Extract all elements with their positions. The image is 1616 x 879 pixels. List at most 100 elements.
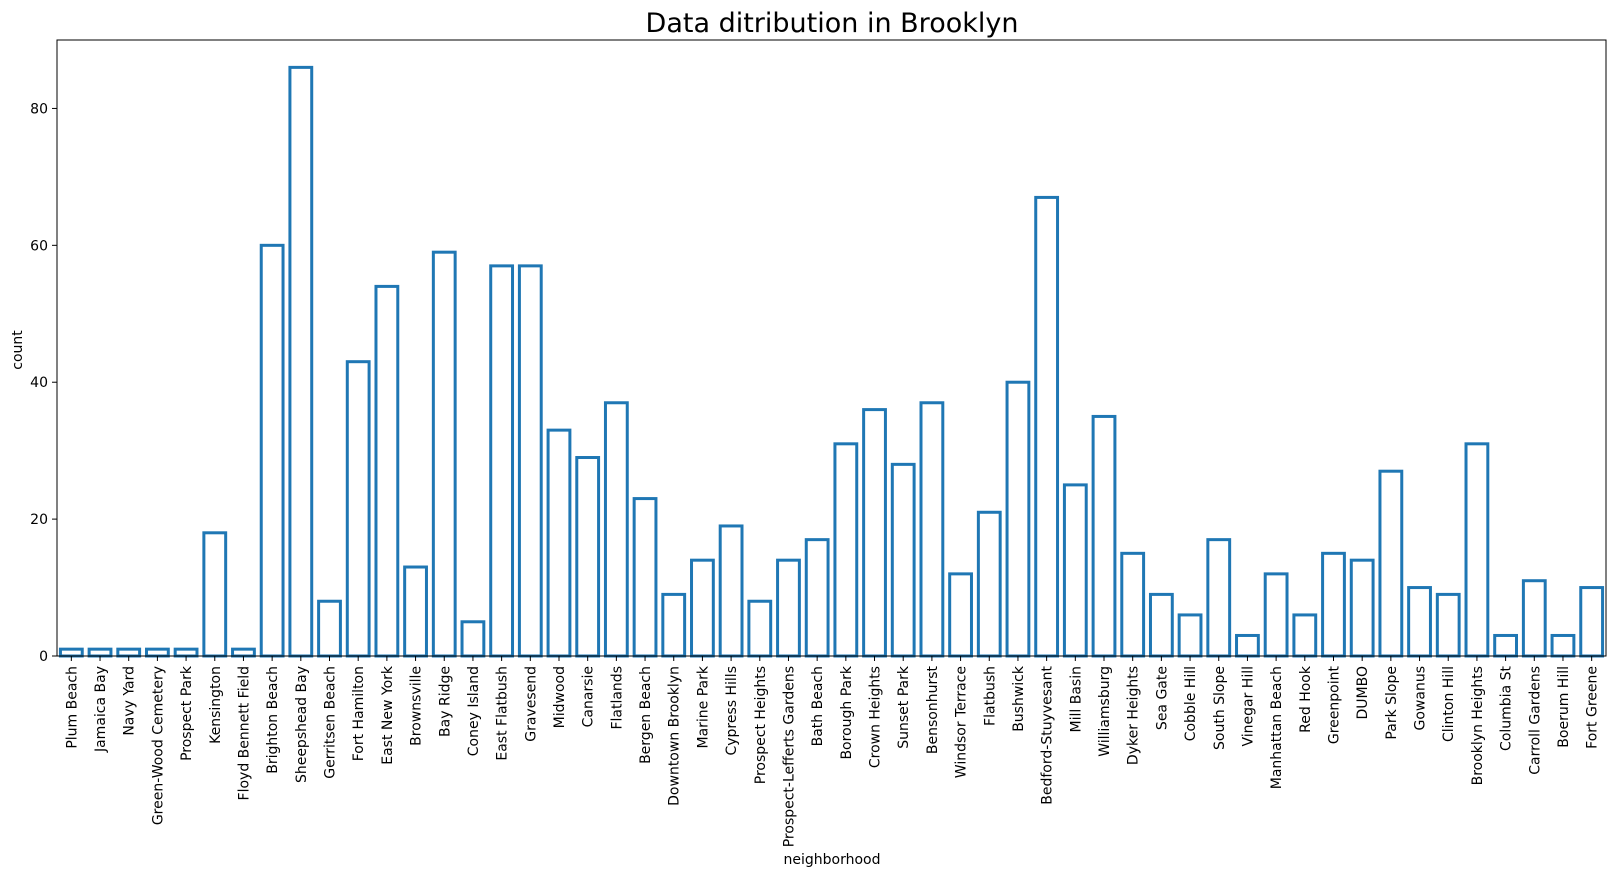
bar bbox=[1034, 195, 1060, 658]
x-tick-label: Bushwick bbox=[1011, 665, 1027, 732]
bar bbox=[1263, 572, 1289, 658]
bar bbox=[948, 572, 973, 658]
x-tick-label: Greenpoint bbox=[1326, 665, 1342, 744]
bar bbox=[317, 599, 342, 658]
bar bbox=[517, 264, 543, 658]
y-tick-label: 40 bbox=[30, 375, 48, 391]
x-tick-label: Brooklyn Heights bbox=[1470, 666, 1486, 785]
x-tick-label: Prospect Park bbox=[179, 665, 195, 761]
x-tick-label: East Flatbush bbox=[495, 666, 511, 761]
x-tick-label: Mill Basin bbox=[1068, 666, 1084, 732]
bar bbox=[1521, 579, 1547, 658]
bar bbox=[1407, 586, 1432, 658]
bars-layer bbox=[58, 65, 1605, 658]
x-tick-label: Green-Wood Cemetery bbox=[150, 666, 166, 825]
y-tick-label: 0 bbox=[39, 649, 48, 665]
bar bbox=[1579, 586, 1605, 658]
x-tick-label: Vinegar Hill bbox=[1240, 666, 1256, 747]
x-tick-label: Fort Hamilton bbox=[351, 666, 367, 761]
x-tick-label: Navy Yard bbox=[122, 666, 138, 736]
bar bbox=[1493, 633, 1518, 658]
x-tick-label: Clinton Hill bbox=[1441, 666, 1457, 742]
bar bbox=[603, 401, 629, 658]
bar bbox=[1062, 483, 1088, 658]
x-tick-label: Bergen Beach bbox=[638, 666, 654, 764]
x-tick-label: Cypress Hills bbox=[724, 666, 740, 756]
bar bbox=[1550, 633, 1576, 658]
bar bbox=[1005, 380, 1031, 658]
bar bbox=[431, 250, 457, 658]
bar bbox=[1464, 442, 1490, 658]
x-tick-label: Midwood bbox=[552, 666, 568, 728]
bar bbox=[1206, 538, 1232, 658]
bar bbox=[58, 647, 84, 658]
chart-title: Data ditribution in Brooklyn bbox=[646, 8, 1019, 39]
x-tick-label: Sea Gate bbox=[1154, 666, 1170, 730]
x-tick-label: Prospect Heights bbox=[753, 666, 769, 784]
x-tick-label: Bensonhurst bbox=[925, 665, 941, 754]
bar bbox=[374, 284, 400, 658]
x-tick-label: Bay Ridge bbox=[437, 666, 453, 737]
x-tick-label: South Slope bbox=[1212, 666, 1228, 750]
bar bbox=[718, 524, 744, 658]
bar bbox=[403, 565, 428, 658]
y-tick-label: 60 bbox=[30, 238, 48, 254]
bar bbox=[116, 647, 142, 658]
bar bbox=[173, 647, 199, 658]
bar bbox=[1091, 414, 1117, 658]
bar bbox=[776, 558, 801, 658]
y-tick-label: 80 bbox=[30, 101, 48, 117]
bar bbox=[747, 599, 773, 658]
x-axis-label: neighborhood bbox=[784, 852, 881, 868]
x-tick-label: Sheepshead Bay bbox=[294, 666, 310, 783]
x-tick-label: Downtown Brooklyn bbox=[667, 666, 683, 806]
bar bbox=[1349, 558, 1375, 658]
bar bbox=[1177, 613, 1203, 658]
bar bbox=[1120, 551, 1146, 658]
bar bbox=[231, 647, 256, 658]
x-tick-label: Kensington bbox=[208, 666, 224, 744]
y-axis-label: count bbox=[10, 330, 26, 370]
bar bbox=[833, 442, 859, 658]
x-tick-label: Marine Park bbox=[695, 665, 711, 748]
x-tick-label: Red Hook bbox=[1298, 665, 1314, 733]
bar bbox=[575, 456, 601, 658]
bar bbox=[145, 647, 170, 658]
x-tick-label: Carroll Gardens bbox=[1527, 666, 1543, 775]
x-tick-label: Gravesend bbox=[523, 666, 539, 742]
x-tick-label: Coney Island bbox=[466, 666, 482, 756]
bar bbox=[690, 558, 715, 658]
bar bbox=[1148, 592, 1174, 658]
bar bbox=[1292, 613, 1318, 658]
x-tick-label: Crown Heights bbox=[868, 666, 884, 768]
x-tick-label: Flatbush bbox=[982, 666, 998, 726]
bar bbox=[1321, 551, 1346, 658]
x-tick-label: Jamaica Bay bbox=[93, 666, 109, 753]
bar bbox=[202, 531, 228, 658]
bar bbox=[489, 264, 515, 658]
x-tick-label: Plum Beach bbox=[64, 666, 80, 749]
x-tick-label: Bedford-Stuyvesant bbox=[1040, 665, 1056, 804]
bar bbox=[1435, 592, 1461, 658]
bar bbox=[862, 408, 887, 658]
bar bbox=[976, 510, 1002, 658]
axes-frame bbox=[56, 39, 1607, 657]
bar bbox=[890, 462, 916, 658]
x-tick-label: Park Slope bbox=[1384, 666, 1400, 740]
x-tick-label: Brownsville bbox=[409, 666, 425, 746]
x-tick-label: East New York bbox=[380, 665, 396, 765]
x-tick-label: Windsor Terrace bbox=[954, 666, 970, 778]
x-tick-label: Dyker Heights bbox=[1126, 666, 1142, 765]
x-tick-label: Boerum Hill bbox=[1556, 666, 1572, 748]
x-axis-ticks: Plum Beach Jamaica Bay Navy Yard Green-Wood… bbox=[64, 656, 1601, 847]
x-tick-label: Columbia St bbox=[1499, 666, 1515, 751]
x-tick-label: Brighton Beach bbox=[265, 666, 281, 774]
bar bbox=[1235, 633, 1260, 658]
x-tick-label: Floyd Bennett Field bbox=[236, 666, 252, 800]
bar bbox=[632, 497, 658, 658]
bar bbox=[87, 647, 113, 658]
x-tick-label: Bath Beach bbox=[810, 666, 826, 746]
x-tick-label: Gerritsen Beach bbox=[323, 666, 339, 779]
x-tick-label: Prospect-Lefferts Gardens bbox=[781, 666, 797, 847]
